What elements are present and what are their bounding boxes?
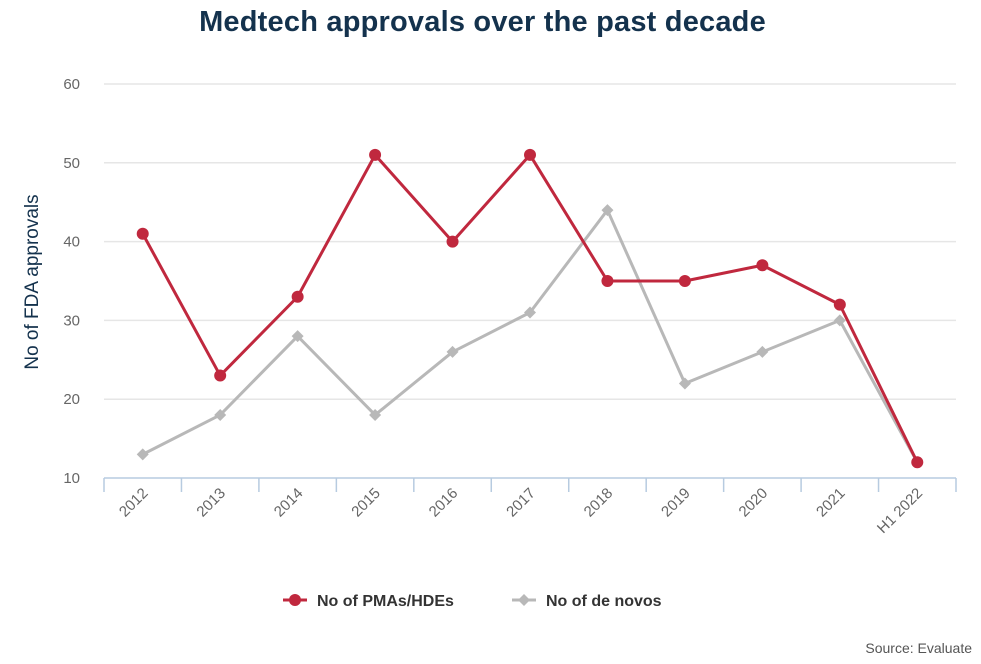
data-point-pma[interactable] <box>446 235 459 248</box>
gridlines <box>104 83 956 400</box>
y-tick-labels: 10 20 30 40 50 60 <box>63 76 80 487</box>
y-tick-label: 30 <box>63 312 80 329</box>
legend: No of PMAs/HDEs No of de novos <box>283 593 662 610</box>
y-tick-label: 50 <box>63 155 80 172</box>
data-point-pma[interactable] <box>214 369 227 382</box>
data-point-denovo[interactable] <box>524 306 536 319</box>
data-point-denovo[interactable] <box>833 314 846 327</box>
source-note: Source: Evaluate <box>865 640 972 656</box>
x-tick-label: 2014 <box>271 485 307 521</box>
data-point-denovo[interactable] <box>601 204 614 217</box>
x-tick-label: 2018 <box>581 485 617 521</box>
y-tick-label: 40 <box>63 234 80 251</box>
data-point-pma[interactable] <box>369 148 382 161</box>
legend-label-denovo: No of de novos <box>546 593 662 610</box>
x-tick-label: 2016 <box>426 485 462 521</box>
data-point-denovo[interactable] <box>678 377 691 390</box>
legend-item-pma[interactable]: No of PMAs/HDEs <box>283 593 454 610</box>
legend-item-denovo[interactable]: No of de novos <box>512 593 662 610</box>
data-point-denovo[interactable] <box>291 330 304 343</box>
x-tick-label: H1 2022 <box>874 485 926 537</box>
data-point-pma[interactable] <box>911 456 924 469</box>
x-tick-label: 2013 <box>193 485 229 521</box>
data-point-denovo[interactable] <box>214 408 227 421</box>
series-lines <box>136 148 924 469</box>
x-tick-label: 2012 <box>116 485 152 521</box>
chart-title: Medtech approvals over the past decade <box>199 6 766 38</box>
data-point-denovo[interactable] <box>136 448 149 461</box>
data-point-denovo[interactable] <box>756 345 769 358</box>
y-tick-label: 10 <box>63 470 80 487</box>
y-axis-label: No of FDA approvals <box>22 194 43 369</box>
data-point-denovo[interactable] <box>369 408 382 421</box>
x-tick-label: 2017 <box>503 485 539 521</box>
x-tick-label: 2015 <box>348 485 384 521</box>
data-point-pma[interactable] <box>756 259 769 272</box>
y-tick-label: 20 <box>63 391 80 408</box>
data-point-pma[interactable] <box>524 148 536 161</box>
data-point-pma[interactable] <box>136 227 149 240</box>
data-point-pma[interactable] <box>291 290 304 303</box>
data-point-pma[interactable] <box>833 298 846 311</box>
data-point-denovo[interactable] <box>446 345 459 358</box>
x-axis <box>103 477 957 492</box>
legend-label-pma: No of PMAs/HDEs <box>317 593 454 610</box>
x-tick-label: 2020 <box>736 485 772 521</box>
y-tick-label: 60 <box>63 76 80 93</box>
x-tick-label: 2021 <box>813 485 849 521</box>
data-point-pma[interactable] <box>678 275 691 287</box>
x-tick-label: 2019 <box>658 485 694 521</box>
data-point-pma[interactable] <box>601 275 614 287</box>
x-tick-labels: 2012 2013 2014 2015 2016 2017 2018 2019 2020 2021… <box>116 485 926 537</box>
